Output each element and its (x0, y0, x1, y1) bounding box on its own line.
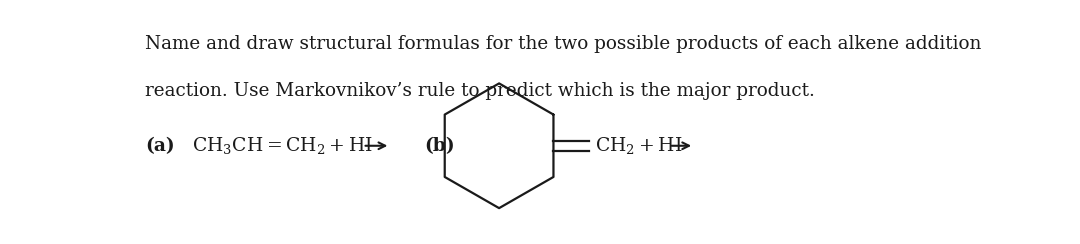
Text: reaction. Use Markovnikov’s rule to predict which is the major product.: reaction. Use Markovnikov’s rule to pred… (145, 82, 815, 100)
Text: (a): (a) (145, 137, 175, 155)
Text: $\mathregular{CH_3CH{=}CH_2 + HI}$: $\mathregular{CH_3CH{=}CH_2 + HI}$ (192, 135, 373, 156)
Text: (b): (b) (423, 137, 455, 155)
Text: $\mathregular{CH_2 + HI}$: $\mathregular{CH_2 + HI}$ (595, 135, 683, 156)
Text: Name and draw structural formulas for the two possible products of each alkene a: Name and draw structural formulas for th… (145, 35, 982, 53)
